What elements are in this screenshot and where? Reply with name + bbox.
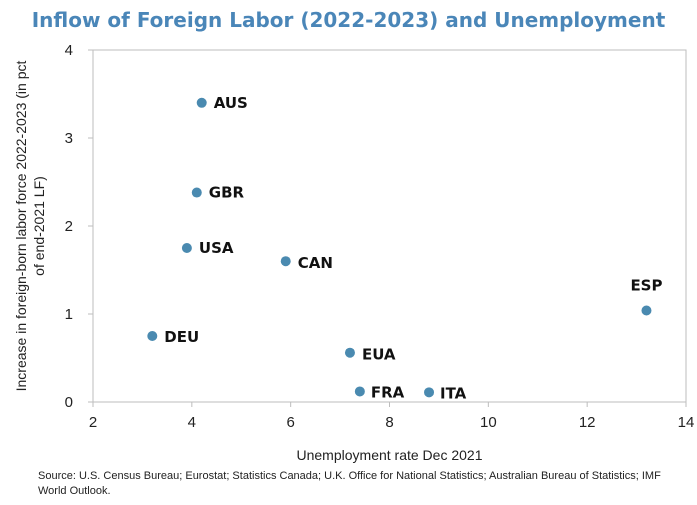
x-axis-title: Unemployment rate Dec 2021 bbox=[297, 447, 483, 463]
point-label-can: CAN bbox=[298, 254, 333, 272]
y-axis-title-line-2: of end-2021 LF) bbox=[31, 176, 47, 276]
x-tick-label: 2 bbox=[89, 414, 97, 431]
point-label-deu: DEU bbox=[164, 328, 199, 346]
x-axis-ticks: 2 4 6 8 10 12 14 bbox=[89, 402, 695, 431]
x-tick-label: 8 bbox=[385, 414, 393, 431]
point-esp bbox=[641, 305, 652, 316]
y-axis-title-line-1: Increase in foreign-born labor force 202… bbox=[13, 61, 29, 392]
source-note: Source: U.S. Census Bureau; Eurostat; St… bbox=[38, 470, 661, 497]
point-label-esp: ESP bbox=[630, 276, 662, 294]
chart-title: Inflow of Foreign Labor (2022-2023) and … bbox=[31, 8, 666, 32]
y-axis-ticks: 0 1 2 3 4 bbox=[65, 42, 93, 411]
point-fra bbox=[354, 386, 365, 397]
point-can bbox=[280, 256, 291, 267]
point-label-aus: AUS bbox=[214, 94, 248, 112]
point-eua bbox=[344, 347, 355, 358]
x-tick-label: 4 bbox=[188, 414, 196, 431]
point-label-usa: USA bbox=[199, 239, 234, 257]
y-tick-label: 0 bbox=[65, 394, 73, 411]
x-tick-label: 12 bbox=[579, 414, 596, 431]
y-tick-label: 4 bbox=[65, 42, 73, 59]
point-label-ita: ITA bbox=[440, 384, 467, 402]
point-label-eua: EUA bbox=[362, 346, 396, 364]
data-points: AUS GBR USA CAN ESP DEU EUA FRA ITA bbox=[147, 94, 662, 402]
y-tick-label: 3 bbox=[65, 130, 73, 147]
x-tick-label: 10 bbox=[480, 414, 497, 431]
x-tick-label: 6 bbox=[286, 414, 294, 431]
x-tick-label: 14 bbox=[678, 414, 695, 431]
point-gbr bbox=[191, 187, 202, 198]
point-aus bbox=[196, 97, 207, 108]
y-tick-label: 1 bbox=[65, 306, 73, 323]
point-usa bbox=[181, 243, 192, 253]
y-tick-label: 2 bbox=[65, 218, 73, 235]
point-label-gbr: GBR bbox=[209, 184, 245, 202]
point-label-fra: FRA bbox=[371, 383, 405, 401]
point-ita bbox=[424, 387, 435, 398]
point-deu bbox=[147, 331, 158, 341]
